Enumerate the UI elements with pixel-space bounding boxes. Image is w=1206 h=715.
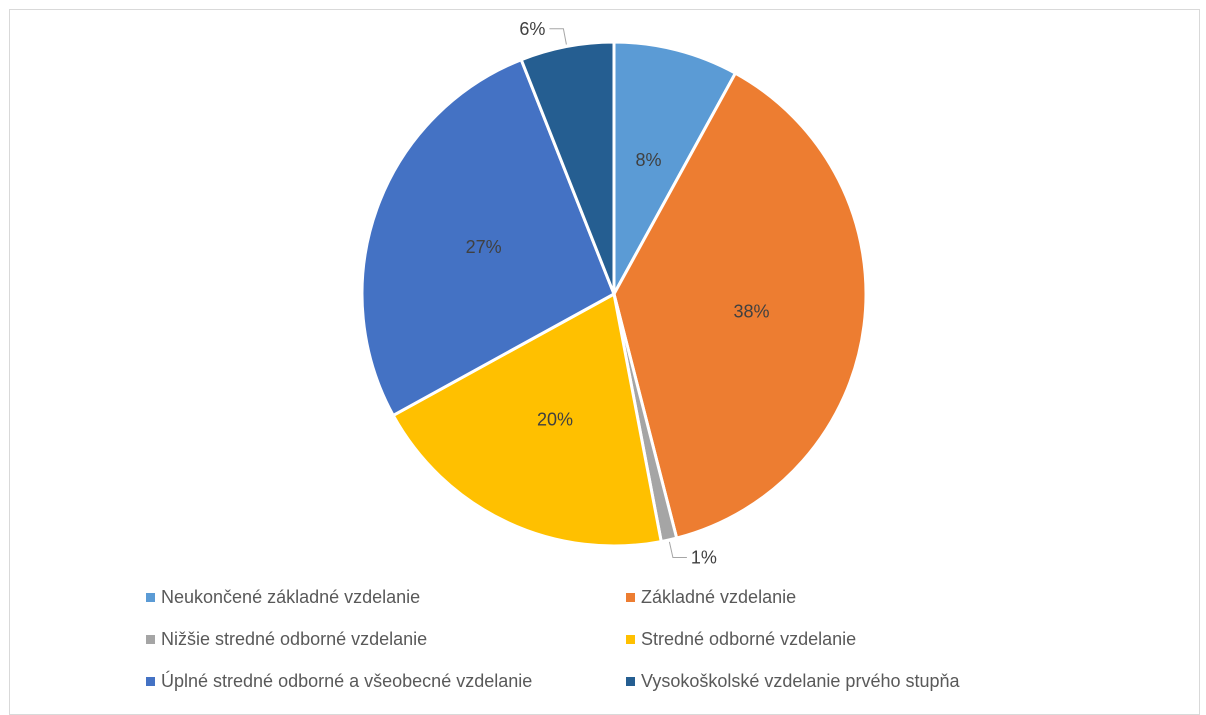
legend: Neukončené základné vzdelanie Základné vz… xyxy=(146,585,1106,693)
pie-slice-zakladne-vzdelanie xyxy=(612,71,868,540)
data-label-stredne-odborne-vzdelanie: 20% xyxy=(537,409,573,429)
legend-item-nizsie-stredne-odborne-vzdelanie: Nižšie stredné odborné vzdelanie xyxy=(146,627,626,651)
data-label-nizsie-stredne-odborne-vzdelanie: 1% xyxy=(691,547,717,567)
legend-item-stredne-odborne-vzdelanie: Stredné odborné vzdelanie xyxy=(626,627,1106,651)
data-label-zakladne-vzdelanie: 38% xyxy=(733,301,769,321)
legend-swatch xyxy=(146,634,155,644)
legend-swatch xyxy=(626,592,635,602)
legend-label: Základné vzdelanie xyxy=(641,586,797,607)
leader-line-nizsie-stredne-odborne-vzdelanie xyxy=(668,541,687,558)
leader-lines xyxy=(549,28,687,558)
legend-label: Úplné stredné odborné a všeobecné vzdela… xyxy=(161,670,533,691)
legend-swatch xyxy=(146,676,155,686)
legend-label: Nižšie stredné odborné vzdelanie xyxy=(161,628,428,649)
data-label-neukoncene-zakladne-vzdelanie: 8% xyxy=(635,150,661,170)
legend-item-vysokoskolske-vzdelanie-prveho-stupna: Vysokoškolské vzdelanie prvého stupňa xyxy=(626,669,1106,693)
data-label-uplne-stredne-odborne-a-vseobecne-vzdelanie: 27% xyxy=(466,237,502,257)
data-label-vysokoskolske-vzdelanie-prveho-stupna: 6% xyxy=(519,19,545,39)
pie-slices xyxy=(360,40,868,548)
legend-item-uplne-stredne-odborne-a-vseobecne-vzdelanie: Úplné stredné odborné a všeobecné vzdela… xyxy=(146,669,626,693)
pie-slice-neukoncene-zakladne-vzdelanie xyxy=(612,40,737,296)
legend-label: Neukončené základné vzdelanie xyxy=(161,586,421,607)
legend-swatch xyxy=(146,592,155,602)
legend-label: Vysokoškolské vzdelanie prvého stupňa xyxy=(641,670,960,691)
legend-swatch xyxy=(626,676,635,686)
leader-line-vysokoskolske-vzdelanie-prveho-stupna xyxy=(549,28,567,45)
pie-slice-uplne-stredne-odborne-a-vseobecne-vzdelanie xyxy=(360,58,616,417)
legend-label: Stredné odborné vzdelanie xyxy=(641,628,857,649)
legend-swatch xyxy=(626,634,635,644)
pie-slice-vysokoskolske-vzdelanie-prveho-stupna xyxy=(519,40,616,296)
legend-item-neukoncene-zakladne-vzdelanie: Neukončené základné vzdelanie xyxy=(146,585,626,609)
legend-item-zakladne-vzdelanie: Základné vzdelanie xyxy=(626,585,1106,609)
pie-slice-stredne-odborne-vzdelanie xyxy=(391,292,663,548)
data-labels: 8% 38% 1% 20% 27% 6% xyxy=(466,19,770,568)
